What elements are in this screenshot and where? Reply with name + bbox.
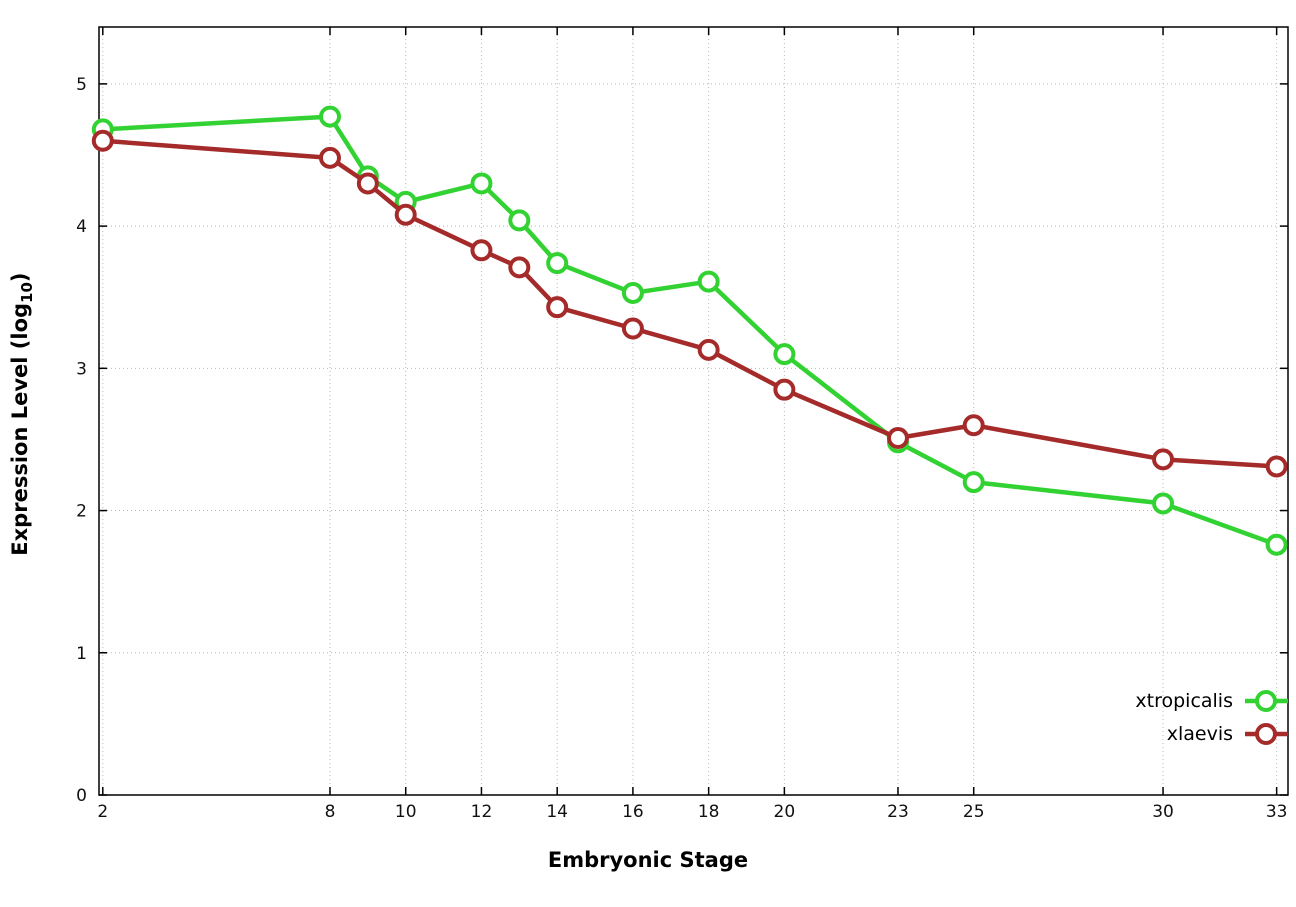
data-point-xlaevis — [356, 172, 379, 195]
y-tick-label: 2 — [76, 502, 87, 522]
data-point-xlaevis — [1152, 448, 1175, 471]
x-tick-label: 33 — [1266, 802, 1288, 822]
y-axis-title-text: Expression Level (log — [7, 302, 32, 556]
x-tick-label: 16 — [622, 802, 644, 822]
data-point-xtropicalis — [697, 270, 720, 293]
legend-marker-xtropicalis — [1255, 690, 1277, 712]
x-tick-label: 30 — [1152, 802, 1174, 822]
y-tick-label: 1 — [76, 644, 87, 664]
plot-border — [98, 26, 1289, 796]
data-point-xtropicalis — [508, 209, 531, 232]
legend-label-xtropicalis: xtropicalis — [1135, 690, 1233, 712]
data-point-xlaevis — [773, 378, 796, 401]
series-line-xtropicalis — [102, 114, 1278, 547]
data-point-xlaevis — [470, 239, 493, 262]
y-axis-title-close: ) — [7, 272, 32, 283]
data-point-xlaevis — [886, 427, 909, 450]
x-tick-label: 18 — [698, 802, 720, 822]
legend-label-xlaevis: xlaevis — [1167, 723, 1233, 745]
x-tick-label: 20 — [774, 802, 796, 822]
x-tick-label: 25 — [963, 802, 985, 822]
data-point-xtropicalis — [962, 471, 985, 494]
y-tick-label: 3 — [76, 359, 87, 379]
y-axis-title: Expression Level (log10) — [8, 214, 36, 614]
data-point-xlaevis — [1265, 455, 1288, 478]
data-point-xtropicalis — [1152, 492, 1175, 515]
data-point-xlaevis — [91, 129, 114, 152]
data-point-xlaevis — [546, 296, 569, 319]
x-tick-label: 14 — [546, 802, 568, 822]
data-point-xlaevis — [394, 203, 417, 226]
y-tick-label: 4 — [76, 217, 87, 237]
data-point-xtropicalis — [470, 172, 493, 195]
data-point-xtropicalis — [318, 105, 341, 128]
data-point-xlaevis — [621, 317, 644, 340]
data-point-xtropicalis — [773, 343, 796, 366]
data-point-xlaevis — [962, 414, 985, 437]
x-tick-label: 23 — [887, 802, 909, 822]
x-tick-label: 8 — [325, 802, 336, 822]
y-axis-title-subscript: 10 — [18, 282, 37, 303]
data-point-xlaevis — [508, 256, 531, 279]
x-tick-label: 12 — [471, 802, 493, 822]
x-axis-title: Embryonic Stage — [547, 848, 749, 872]
x-tick-label: 10 — [395, 802, 417, 822]
y-tick-label: 0 — [76, 786, 87, 806]
legend-marker-xlaevis — [1255, 723, 1277, 745]
x-tick-label: 2 — [97, 802, 108, 822]
data-point-xtropicalis — [546, 252, 569, 275]
series-line-xlaevis — [102, 138, 1277, 469]
data-point-xtropicalis — [1265, 533, 1288, 556]
data-point-xlaevis — [697, 338, 720, 361]
y-tick-label: 5 — [76, 75, 87, 95]
data-point-xtropicalis — [621, 281, 644, 304]
data-point-xlaevis — [318, 146, 341, 169]
